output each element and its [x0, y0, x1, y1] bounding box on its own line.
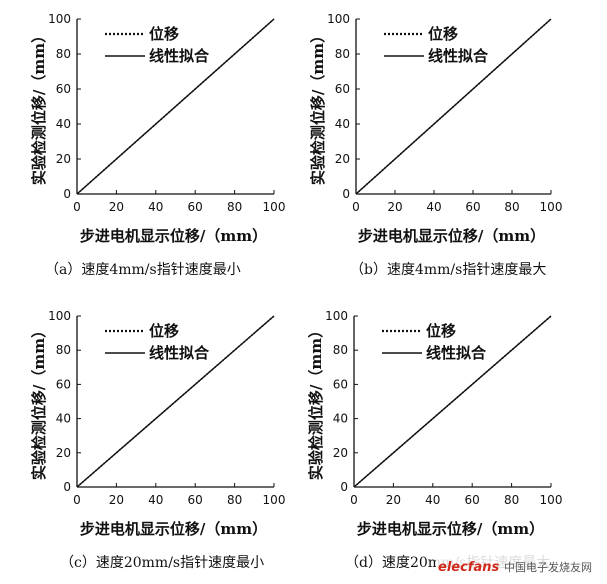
watermark-site: 中国电子发烧友网	[504, 560, 592, 574]
legend-label: 线性拟合	[426, 344, 487, 362]
y-tick-label: 40	[56, 412, 71, 426]
x-tick-label: 40	[148, 493, 163, 507]
y-axis-title: 实验检测位移/（mm）	[307, 323, 325, 480]
watermark-brand: elecfans	[438, 560, 499, 575]
x-axis-title: 步进电机显示位移/（mm）	[358, 227, 545, 245]
y-tick-label: 20	[56, 152, 71, 166]
legend-label: 位移	[426, 322, 456, 340]
x-tick-label: 80	[504, 493, 519, 507]
x-tick-label: 60	[465, 200, 480, 214]
y-tick-label: 20	[56, 446, 71, 460]
x-tick-label: 40	[148, 200, 163, 214]
x-tick-label: 60	[465, 493, 480, 507]
series-linear-fit-line	[76, 315, 275, 488]
legend-label: 位移	[149, 25, 179, 43]
x-tick-label: 100	[540, 200, 563, 214]
y-tick-label: 40	[333, 412, 348, 426]
y-tick-label: 40	[335, 117, 350, 131]
y-tick-label: 80	[333, 343, 348, 357]
y-tick-label: 100	[48, 12, 71, 26]
chart-panel-3: 0 20 40 60 80 100 0 20 40 60 80 100 步进电机显示位移/（mm） 实验检…	[30, 309, 285, 571]
y-tick-label: 100	[327, 12, 350, 26]
y-tick-label: 40	[56, 117, 71, 131]
series-linear-fit-line	[355, 18, 552, 195]
x-tick-label: 100	[263, 493, 286, 507]
y-tick-label: 0	[340, 480, 348, 494]
legend-label: 位移	[428, 25, 458, 43]
y-tick-label: 100	[325, 309, 348, 323]
x-tick-label: 100	[540, 493, 563, 507]
y-tick-label: 20	[335, 152, 350, 166]
y-tick-label: 60	[56, 82, 71, 96]
x-tick-label: 0	[73, 200, 81, 214]
x-tick-label: 80	[504, 200, 519, 214]
y-tick-label: 0	[63, 480, 71, 494]
y-tick-label: 100	[48, 309, 71, 323]
y-tick-label: 60	[333, 377, 348, 391]
legend-label: 位移	[149, 322, 179, 340]
y-tick-label: 20	[333, 446, 348, 460]
series-linear-fit-line	[353, 315, 552, 488]
y-tick-label: 0	[63, 187, 71, 201]
y-axis-title: 实验检测位移/（mm）	[30, 323, 48, 480]
watermark-backdrop	[436, 554, 607, 578]
x-tick-label: 0	[352, 200, 360, 214]
x-tick-label: 20	[387, 200, 402, 214]
x-axis-title: 步进电机显示位移/（mm）	[357, 520, 544, 538]
x-tick-label: 100	[263, 200, 286, 214]
x-tick-label: 20	[109, 200, 124, 214]
panel-caption: （a）速度4mm/s指针速度最小	[45, 262, 241, 278]
y-tick-label: 60	[335, 82, 350, 96]
x-tick-label: 20	[109, 493, 124, 507]
y-tick-label: 60	[56, 377, 71, 391]
chart-panel-4: 0 20 40 60 80 100 0 20 40 60 80 100 步进电机显示位移/（mm） 实验检…	[307, 309, 562, 571]
x-tick-label: 0	[73, 493, 81, 507]
legend-label: 线性拟合	[149, 47, 210, 65]
y-tick-label: 80	[335, 47, 350, 61]
chart-panel-1: 0 20 40 60 80 100 0 20 40 60 80 100 步进电机显示位移/（mm） 实验检…	[30, 12, 285, 278]
x-tick-label: 60	[188, 493, 203, 507]
y-tick-label: 0	[342, 187, 350, 201]
y-axis-title: 实验检测位移/（mm）	[30, 28, 48, 185]
legend-label: 线性拟合	[149, 344, 210, 362]
legend-label: 线性拟合	[428, 47, 489, 65]
y-tick-label: 80	[56, 47, 71, 61]
x-tick-label: 80	[227, 493, 242, 507]
x-tick-label: 60	[188, 200, 203, 214]
y-tick-label: 80	[56, 343, 71, 357]
x-tick-label: 0	[350, 493, 358, 507]
series-linear-fit-line	[76, 18, 275, 195]
x-tick-label: 80	[227, 200, 242, 214]
y-axis-title: 实验检测位移/（mm）	[309, 28, 327, 185]
x-axis-title: 步进电机显示位移/（mm）	[80, 520, 267, 538]
panel-caption: （c）速度20mm/s指针速度最小	[60, 555, 264, 571]
panel-caption: （b）速度4mm/s指针速度最大	[350, 262, 546, 278]
x-tick-label: 40	[425, 493, 440, 507]
x-axis-title: 步进电机显示位移/（mm）	[80, 227, 267, 245]
chart-panel-2: 0 20 40 60 80 100 0 20 40 60 80 100 步进电机显示位移/（mm） 实验检…	[309, 12, 562, 278]
watermark: elecfans 中国电子发烧友网	[436, 554, 607, 578]
x-tick-label: 40	[426, 200, 441, 214]
x-tick-label: 20	[386, 493, 401, 507]
